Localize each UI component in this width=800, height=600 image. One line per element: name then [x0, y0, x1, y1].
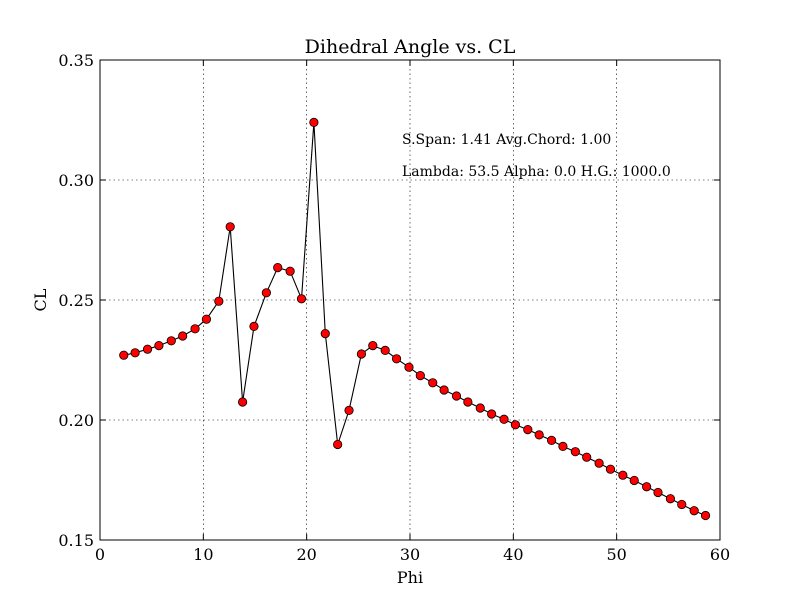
data-point	[404, 362, 414, 372]
x-tick-label: 10	[193, 545, 213, 564]
data-point	[582, 452, 592, 462]
data-point	[618, 470, 628, 480]
data-point	[523, 424, 533, 435]
data-point	[225, 222, 235, 232]
data-point	[451, 391, 462, 401]
axis-ticks: 0 10 20 30 40 50 60 0.15 0.20 0.25 0.30 0.35	[58, 51, 730, 564]
data-point	[499, 414, 509, 424]
data-point	[154, 340, 164, 351]
data-point	[344, 405, 354, 415]
x-axis-label: Phi	[397, 568, 423, 587]
data-point	[534, 430, 544, 440]
y-tick-label: 0.35	[58, 51, 94, 70]
data-point	[665, 494, 676, 504]
data-point	[689, 506, 699, 516]
data-point	[368, 340, 378, 351]
data-point	[475, 403, 485, 413]
data-point	[142, 344, 153, 354]
x-tick-label: 60	[710, 545, 730, 564]
data-point	[605, 464, 616, 474]
y-tick-label: 0.20	[58, 411, 94, 430]
data-point	[487, 409, 497, 419]
data-point	[119, 350, 129, 360]
series	[119, 117, 711, 521]
data-point	[130, 348, 140, 358]
data-point	[201, 314, 212, 324]
annotation-span-chord: S.Span: 1.41 Avg.Chord: 1.00	[402, 132, 611, 148]
data-point	[653, 487, 663, 498]
data-point	[285, 266, 295, 276]
data-point	[309, 117, 319, 128]
y-tick-label: 0.25	[58, 291, 94, 310]
data-point	[391, 354, 402, 364]
data-point	[320, 328, 330, 339]
data-point	[249, 321, 259, 331]
data-point	[463, 397, 473, 407]
data-point	[629, 475, 639, 486]
data-point	[594, 458, 604, 468]
data-point	[380, 345, 390, 355]
y-tick-label: 0.15	[58, 531, 94, 550]
chart-title: Dihedral Angle vs. CL	[305, 36, 516, 58]
y-tick-label: 0.30	[58, 171, 94, 190]
data-point	[428, 378, 438, 388]
data-point	[273, 262, 283, 273]
data-point	[558, 441, 568, 451]
data-point	[190, 324, 200, 334]
data-point	[166, 336, 176, 346]
data-point	[415, 370, 425, 381]
data-point	[700, 510, 711, 521]
data-point	[214, 296, 224, 306]
data-point	[178, 331, 188, 341]
annotation-lambda-alpha: Lambda: 53.5 Alpha: 0.0 H.G.: 1000.0	[402, 164, 671, 180]
data-point	[570, 447, 580, 457]
y-axis-label: CL	[31, 288, 50, 311]
x-tick-label: 20	[296, 545, 316, 564]
data-point	[261, 288, 271, 298]
series-line	[123, 122, 706, 517]
data-point	[296, 294, 307, 304]
x-tick-label: 30	[400, 545, 420, 564]
annotations: S.Span: 1.41 Avg.Chord: 1.00 Lambda: 53.…	[402, 132, 671, 180]
data-point	[510, 420, 521, 430]
data-point	[677, 499, 687, 510]
grid	[100, 60, 720, 540]
data-point	[238, 397, 248, 407]
data-point	[546, 435, 557, 445]
data-point	[439, 385, 449, 395]
x-tick-label: 0	[95, 545, 105, 564]
x-tick-label: 50	[606, 545, 626, 564]
data-point	[333, 439, 343, 450]
data-point	[642, 482, 652, 492]
x-tick-label: 40	[503, 545, 523, 564]
data-point	[356, 349, 367, 359]
